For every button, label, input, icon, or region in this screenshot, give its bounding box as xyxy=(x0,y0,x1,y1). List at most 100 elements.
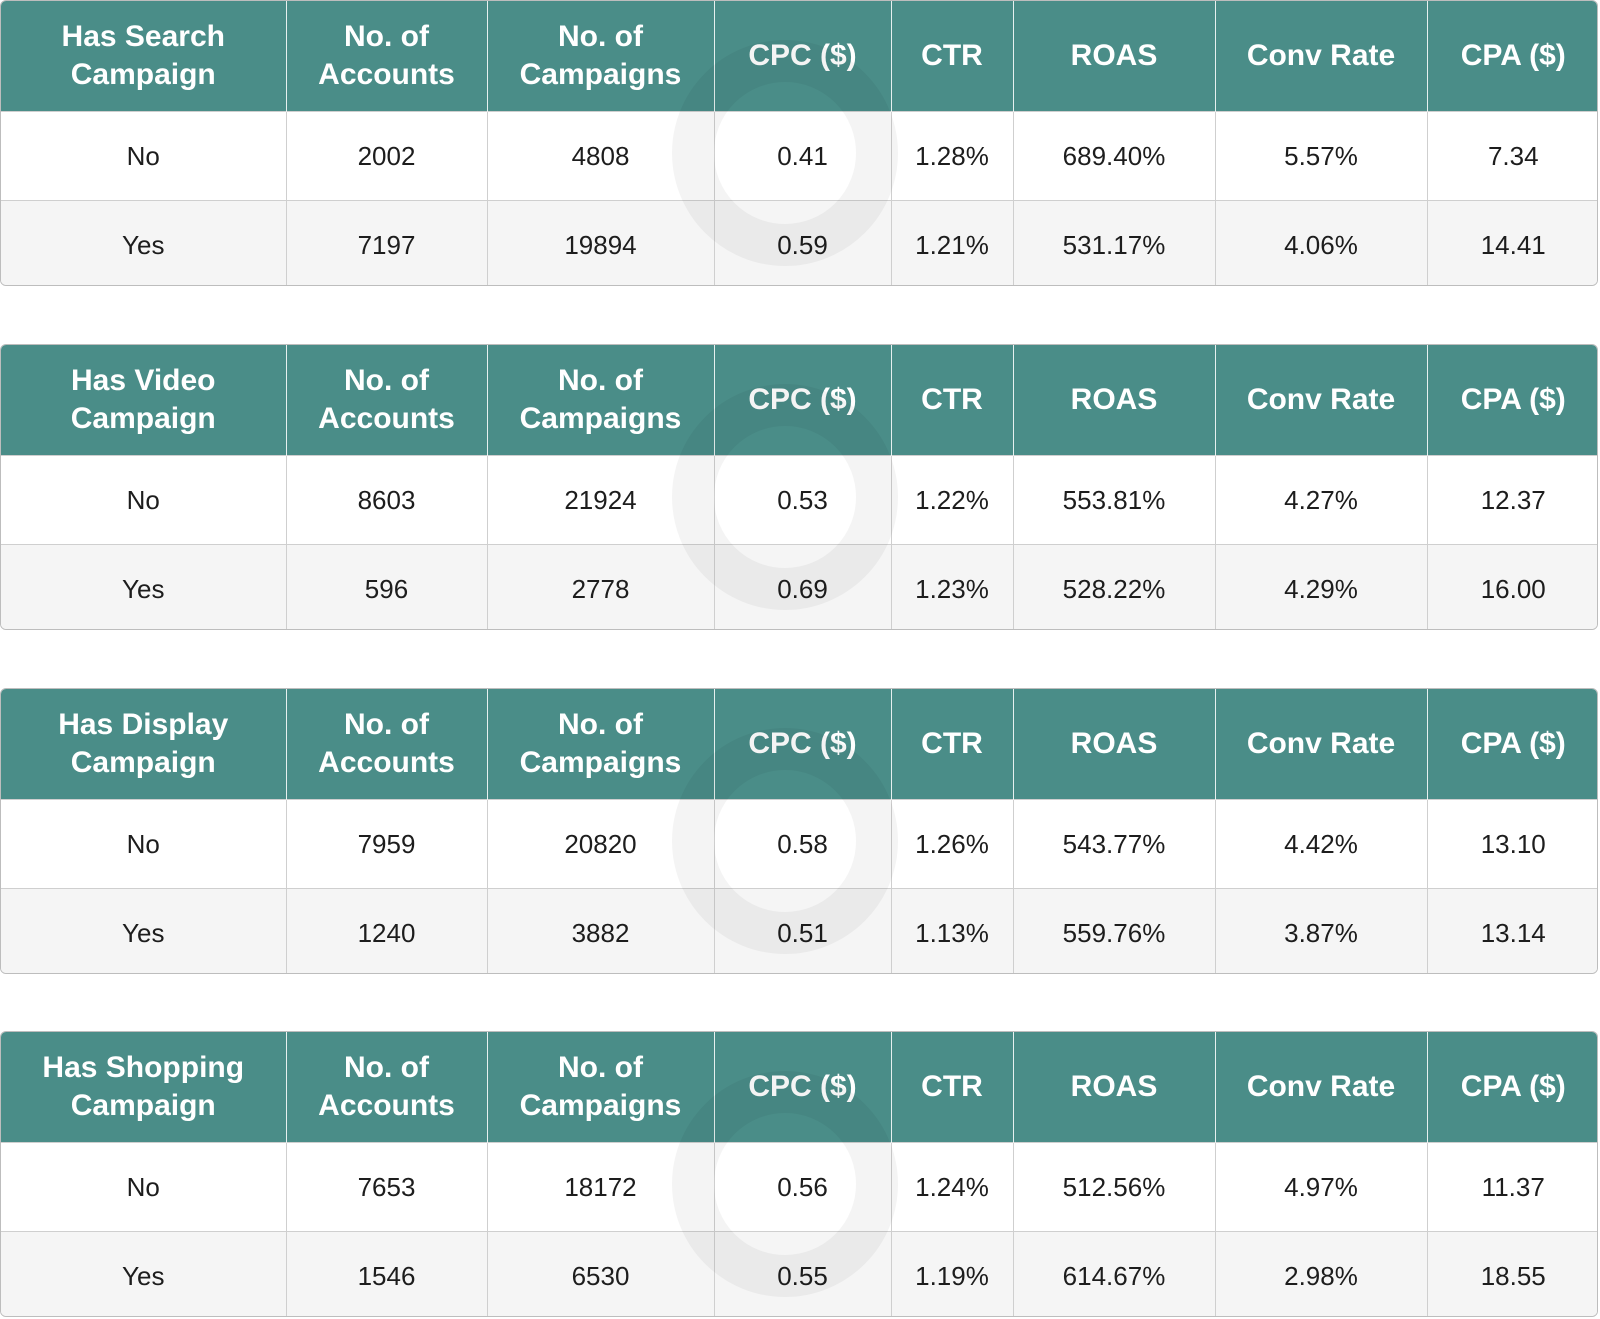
table-cell: 4.29% xyxy=(1214,544,1427,629)
column-header: CPC ($) xyxy=(713,689,891,800)
table-cell: No xyxy=(1,1142,286,1232)
table-cell: 1.24% xyxy=(890,1142,1013,1232)
table-cell: 7.34 xyxy=(1426,111,1597,201)
table-cell: No xyxy=(1,799,286,889)
column-header: ROAS xyxy=(1012,1,1215,112)
column-header: Conv Rate xyxy=(1214,1032,1427,1143)
table-cell: 0.53 xyxy=(713,455,891,545)
table-video: Has Video Campaign No. of Accounts No. o… xyxy=(1,345,1597,629)
column-header: No. of Accounts xyxy=(285,1,487,112)
column-header: CPA ($) xyxy=(1426,1032,1597,1143)
table-cell: 19894 xyxy=(486,200,714,285)
column-header: No. of Campaigns xyxy=(486,1,714,112)
table-shopping: Has Shopping Campaign No. of Accounts No… xyxy=(1,1032,1597,1316)
table-cell: 21924 xyxy=(486,455,714,545)
table-cell: 20820 xyxy=(486,799,714,889)
table-cell: 6530 xyxy=(486,1231,714,1316)
column-header: CPA ($) xyxy=(1426,1,1597,112)
header-row: Has Shopping Campaign No. of Accounts No… xyxy=(1,1032,1597,1143)
table-cell: 16.00 xyxy=(1426,544,1597,629)
column-header: No. of Campaigns xyxy=(486,345,714,456)
table-cell: 512.56% xyxy=(1012,1142,1215,1232)
table-cell: 2.98% xyxy=(1214,1231,1427,1316)
column-header: CPC ($) xyxy=(713,345,891,456)
table-cell: 1.26% xyxy=(890,799,1013,889)
table-row: No 8603 21924 0.53 1.22% 553.81% 4.27% 1… xyxy=(1,455,1597,545)
table-cell: 1.28% xyxy=(890,111,1013,201)
column-header: CTR xyxy=(890,1032,1013,1143)
table-cell: 0.59 xyxy=(713,200,891,285)
table-cell: 4808 xyxy=(486,111,714,201)
table-cell: 3.87% xyxy=(1214,888,1427,973)
table-cell: 1.21% xyxy=(890,200,1013,285)
table-shopping-campaign: Has Shopping Campaign No. of Accounts No… xyxy=(0,1031,1598,1317)
table-cell: 1240 xyxy=(285,888,487,973)
table-row: No 7653 18172 0.56 1.24% 512.56% 4.97% 1… xyxy=(1,1142,1597,1232)
header-row: Has Video Campaign No. of Accounts No. o… xyxy=(1,345,1597,456)
table-cell: Yes xyxy=(1,1231,286,1316)
header-row: Has Search Campaign No. of Accounts No. … xyxy=(1,1,1597,112)
table-cell: Yes xyxy=(1,888,286,973)
column-header: No. of Campaigns xyxy=(486,689,714,800)
column-header: CTR xyxy=(890,689,1013,800)
column-header: Has Display Campaign xyxy=(1,689,286,800)
table-display-campaign: Has Display Campaign No. of Accounts No.… xyxy=(0,688,1598,974)
table-cell: 1546 xyxy=(285,1231,487,1316)
table-cell: 0.41 xyxy=(713,111,891,201)
column-header: Conv Rate xyxy=(1214,345,1427,456)
column-header: No. of Accounts xyxy=(285,689,487,800)
column-header: CPA ($) xyxy=(1426,345,1597,456)
table-row: No 2002 4808 0.41 1.28% 689.40% 5.57% 7.… xyxy=(1,111,1597,201)
column-header: No. of Accounts xyxy=(285,345,487,456)
table-cell: 4.06% xyxy=(1214,200,1427,285)
table-row: Yes 1240 3882 0.51 1.13% 559.76% 3.87% 1… xyxy=(1,888,1597,973)
table-cell: 0.51 xyxy=(713,888,891,973)
table-cell: 7197 xyxy=(285,200,487,285)
column-header: CTR xyxy=(890,1,1013,112)
column-header: No. of Accounts xyxy=(285,1032,487,1143)
table-cell: 614.67% xyxy=(1012,1231,1215,1316)
column-header: Conv Rate xyxy=(1214,1,1427,112)
table-cell: 18.55 xyxy=(1426,1231,1597,1316)
table-row: Yes 1546 6530 0.55 1.19% 614.67% 2.98% 1… xyxy=(1,1231,1597,1316)
table-cell: 4.42% xyxy=(1214,799,1427,889)
column-header: CTR xyxy=(890,345,1013,456)
column-header: ROAS xyxy=(1012,345,1215,456)
table-cell: 14.41 xyxy=(1426,200,1597,285)
column-header: Conv Rate xyxy=(1214,689,1427,800)
table-cell: 18172 xyxy=(486,1142,714,1232)
table-cell: 0.55 xyxy=(713,1231,891,1316)
column-header: No. of Campaigns xyxy=(486,1032,714,1143)
column-header: Has Shopping Campaign xyxy=(1,1032,286,1143)
header-row: Has Display Campaign No. of Accounts No.… xyxy=(1,689,1597,800)
table-cell: 8603 xyxy=(285,455,487,545)
table-cell: 11.37 xyxy=(1426,1142,1597,1232)
table-cell: Yes xyxy=(1,200,286,285)
table-row: Yes 596 2778 0.69 1.23% 528.22% 4.29% 16… xyxy=(1,544,1597,629)
table-cell: 4.27% xyxy=(1214,455,1427,545)
table-cell: 13.14 xyxy=(1426,888,1597,973)
table-row: No 7959 20820 0.58 1.26% 543.77% 4.42% 1… xyxy=(1,799,1597,889)
table-cell: 7653 xyxy=(285,1142,487,1232)
table-cell: 2002 xyxy=(285,111,487,201)
column-header: Has Video Campaign xyxy=(1,345,286,456)
table-cell: 12.37 xyxy=(1426,455,1597,545)
column-header: CPC ($) xyxy=(713,1,891,112)
table-search: Has Search Campaign No. of Accounts No. … xyxy=(1,1,1597,285)
table-cell: 0.56 xyxy=(713,1142,891,1232)
table-cell: 4.97% xyxy=(1214,1142,1427,1232)
table-cell: 553.81% xyxy=(1012,455,1215,545)
table-cell: 1.13% xyxy=(890,888,1013,973)
column-header: CPC ($) xyxy=(713,1032,891,1143)
table-cell: 528.22% xyxy=(1012,544,1215,629)
table-cell: 531.17% xyxy=(1012,200,1215,285)
table-search-campaign: Has Search Campaign No. of Accounts No. … xyxy=(0,0,1598,286)
table-cell: 1.22% xyxy=(890,455,1013,545)
table-cell: 0.69 xyxy=(713,544,891,629)
table-cell: No xyxy=(1,455,286,545)
table-cell: 689.40% xyxy=(1012,111,1215,201)
column-header: ROAS xyxy=(1012,689,1215,800)
table-cell: 2778 xyxy=(486,544,714,629)
table-cell: 3882 xyxy=(486,888,714,973)
column-header: CPA ($) xyxy=(1426,689,1597,800)
